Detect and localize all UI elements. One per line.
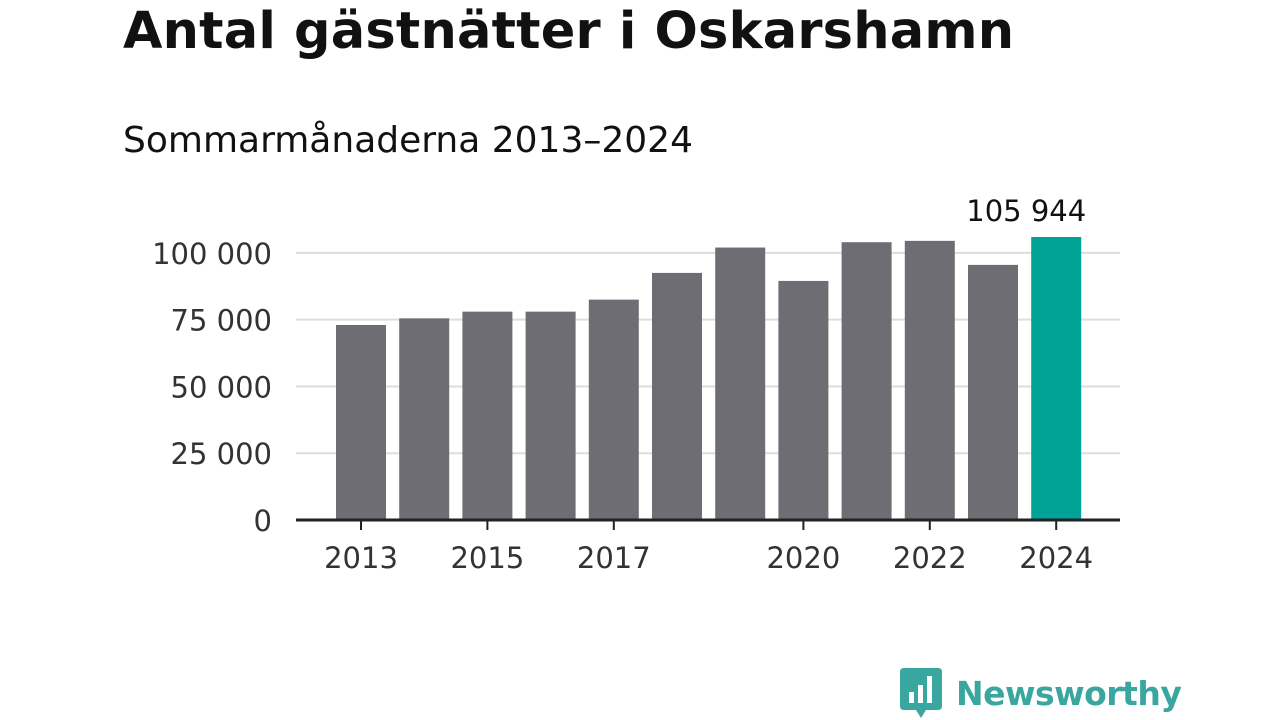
x-tick-label: 2013 [324,541,398,575]
bar-2023 [968,264,1018,520]
bar-2022 [904,240,955,520]
y-tick-label: 0 [254,504,272,538]
bar-2014 [399,318,450,520]
y-tick-label: 100 000 [152,237,272,271]
bar-2013 [336,325,386,520]
chart-subtitle: Sommarmånaderna 2013–2024 [123,120,693,161]
x-tick-label: 2015 [450,541,524,575]
bar-2019 [715,247,766,520]
newsworthy-logo-icon [900,668,942,718]
bar-2024 [1031,237,1082,520]
x-tick-label: 2024 [1019,541,1093,575]
bar-2017 [588,299,639,520]
y-tick-label: 75 000 [171,304,272,338]
bar-2015 [462,311,513,520]
y-tick-label: 50 000 [171,370,272,404]
data-label-2024: 105 944 [966,194,1086,228]
bar-2016 [525,311,576,520]
bar-2020 [778,280,829,520]
chart-title: Antal gästnätter i Oskarshamn [123,2,1015,61]
x-tick-label: 2017 [577,541,651,575]
bar-2018 [652,272,702,520]
bar-2021 [841,242,892,520]
x-tick-label: 2020 [766,541,840,575]
brand-logo: Newsworthy [900,668,1182,718]
y-tick-label: 25 000 [171,437,272,471]
x-tick-label: 2022 [893,541,967,575]
brand-name: Newsworthy [956,673,1182,713]
